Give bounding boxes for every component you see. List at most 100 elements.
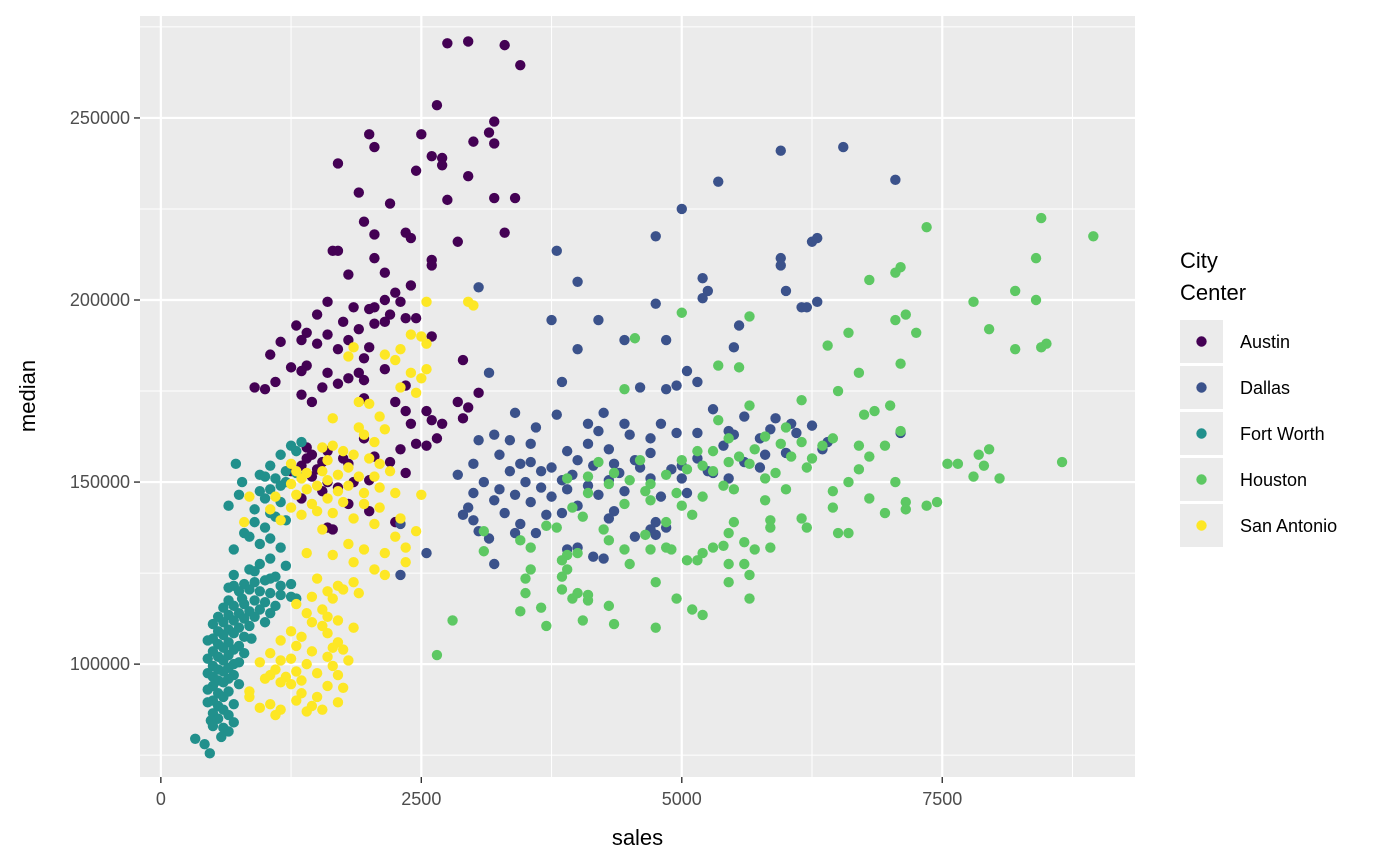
data-point <box>515 59 526 71</box>
data-point <box>462 36 474 47</box>
data-point <box>249 576 260 588</box>
data-point <box>921 500 932 511</box>
data-point <box>301 453 312 464</box>
data-point <box>374 482 385 493</box>
data-point <box>410 165 422 176</box>
data-point <box>489 138 500 149</box>
data-point <box>561 445 573 457</box>
data-point <box>582 438 594 450</box>
data-point <box>660 469 672 480</box>
data-point <box>285 478 297 490</box>
data-point <box>327 524 338 535</box>
data-point <box>931 496 943 508</box>
data-point <box>697 460 708 471</box>
data-point <box>551 522 562 533</box>
legend-key-dot <box>1196 474 1207 485</box>
data-point <box>572 547 583 559</box>
data-point <box>853 464 865 475</box>
data-point <box>236 476 248 488</box>
data-point <box>462 171 474 182</box>
legend-label: Fort Worth <box>1240 424 1325 444</box>
data-point <box>270 473 281 484</box>
data-point <box>442 194 453 206</box>
data-point <box>780 484 792 495</box>
data-point <box>718 440 729 451</box>
data-point <box>911 327 922 338</box>
data-point <box>249 382 260 393</box>
legend-label: Austin <box>1240 332 1290 352</box>
data-point <box>369 564 380 575</box>
data-point <box>650 231 661 242</box>
data-point <box>291 465 302 477</box>
data-point <box>296 365 307 377</box>
y-axis: 100000 150000 200000 250000 <box>70 108 140 674</box>
data-point <box>624 429 635 440</box>
data-point <box>265 648 276 659</box>
data-point <box>567 502 578 513</box>
data-point <box>515 535 526 546</box>
data-point <box>395 513 406 524</box>
data-point <box>275 480 286 491</box>
data-point <box>541 509 552 521</box>
data-point <box>296 688 307 699</box>
data-point <box>431 649 443 661</box>
data-point <box>978 460 990 471</box>
data-point <box>749 544 760 555</box>
data-point <box>291 445 302 457</box>
data-point <box>692 427 703 439</box>
data-point <box>410 438 422 450</box>
data-point <box>332 669 344 681</box>
data-point <box>780 422 792 433</box>
data-point <box>692 453 703 464</box>
series-dallas <box>395 141 906 581</box>
data-point <box>561 473 573 484</box>
data-point <box>228 615 239 626</box>
y-axis-title: median <box>15 360 40 432</box>
data-point <box>515 606 526 617</box>
data-point <box>395 569 406 581</box>
data-point <box>265 460 276 471</box>
data-point <box>337 644 349 655</box>
data-point <box>645 447 656 459</box>
data-point <box>645 495 656 506</box>
data-point <box>405 329 417 340</box>
data-point <box>707 542 719 553</box>
data-point <box>259 617 271 628</box>
data-point <box>421 338 432 349</box>
data-point <box>723 576 734 588</box>
data-point <box>301 607 312 619</box>
data-point <box>468 136 479 147</box>
data-point <box>291 666 302 677</box>
data-point <box>739 411 750 422</box>
data-point <box>1030 252 1042 264</box>
data-point <box>603 600 615 612</box>
legend-title-line-1: City <box>1180 248 1218 273</box>
data-point <box>353 422 364 433</box>
data-point <box>666 544 677 555</box>
data-point <box>249 516 260 528</box>
data-point <box>275 589 286 601</box>
data-point <box>379 363 391 375</box>
data-point <box>468 487 479 499</box>
data-point <box>270 600 281 612</box>
data-point <box>582 595 594 606</box>
data-point <box>390 531 401 542</box>
data-point <box>655 491 667 502</box>
data-point <box>697 272 708 284</box>
x-tick-label: 0 <box>156 789 166 809</box>
legend-label: Dallas <box>1240 378 1290 398</box>
x-tick-label: 7500 <box>922 789 962 809</box>
data-point <box>244 531 255 542</box>
data-point <box>238 516 250 528</box>
data-point <box>311 480 323 491</box>
data-point <box>202 697 213 708</box>
data-point <box>343 351 354 362</box>
data-point <box>713 176 724 187</box>
data-point <box>582 471 594 482</box>
data-point <box>775 260 786 271</box>
data-point <box>400 313 411 324</box>
data-point <box>801 302 813 313</box>
data-point <box>577 511 589 522</box>
data-point <box>348 622 359 633</box>
